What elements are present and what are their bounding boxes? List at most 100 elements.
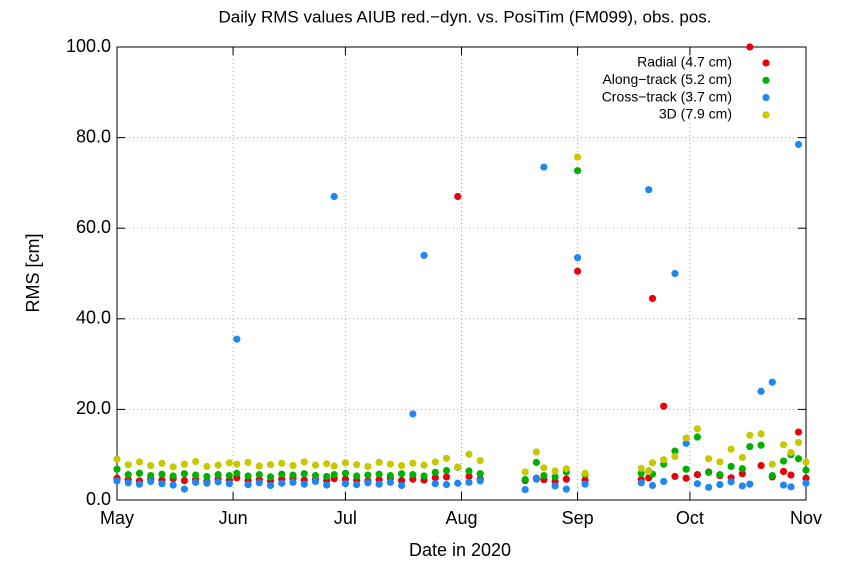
point (562, 465, 570, 473)
legend-marker (762, 59, 770, 67)
chart-title: Daily RMS values AIUB red.−dyn. vs. Posi… (218, 7, 711, 26)
point (671, 447, 679, 455)
point (757, 430, 765, 438)
point (746, 43, 754, 51)
point (203, 462, 211, 471)
point (169, 472, 177, 480)
point (757, 461, 765, 470)
point (660, 456, 668, 464)
point (180, 476, 189, 485)
point (375, 470, 383, 478)
point (727, 478, 735, 486)
point (233, 335, 241, 343)
point (802, 466, 810, 474)
point (397, 461, 406, 470)
point (454, 479, 462, 487)
x-tick-label: Oct (676, 508, 704, 528)
y-tick-label: 60.0 (76, 217, 111, 237)
point (386, 460, 394, 468)
point (169, 463, 177, 471)
point (671, 472, 679, 481)
point (716, 471, 724, 479)
point (738, 453, 746, 462)
x-tick-label: Nov (790, 508, 822, 528)
point (225, 480, 233, 488)
point (214, 478, 222, 486)
point (180, 460, 189, 468)
point (386, 471, 394, 480)
point (794, 428, 803, 436)
point (113, 455, 121, 463)
point (573, 254, 582, 262)
point (158, 459, 166, 467)
point (787, 471, 795, 479)
point (442, 454, 451, 462)
point (375, 458, 383, 467)
point (158, 470, 166, 478)
point (794, 140, 803, 148)
point (465, 467, 473, 475)
point (289, 478, 297, 486)
y-tick-label: 100.0 (66, 36, 111, 56)
point (225, 459, 233, 467)
point (442, 480, 451, 489)
point (255, 479, 263, 487)
point (660, 477, 668, 486)
point (779, 467, 788, 476)
x-tick-label: Aug (445, 508, 477, 528)
point (476, 477, 484, 485)
point (671, 269, 679, 278)
point (386, 478, 394, 486)
point (716, 458, 724, 466)
point (364, 479, 372, 487)
point (648, 459, 657, 467)
point (693, 425, 702, 433)
point (323, 460, 331, 468)
y-tick-label: 20.0 (76, 398, 111, 418)
point (521, 468, 529, 476)
point (779, 481, 788, 489)
x-tick-label: Jun (219, 508, 248, 528)
point (192, 471, 200, 479)
point (573, 153, 582, 161)
point (562, 485, 570, 493)
point (124, 461, 132, 469)
point (311, 461, 320, 469)
point (203, 472, 211, 481)
point (521, 476, 529, 484)
point (637, 469, 645, 477)
point (768, 460, 776, 468)
point (353, 461, 361, 469)
point (124, 471, 132, 479)
point (562, 475, 570, 483)
point (147, 477, 155, 486)
point (802, 479, 810, 487)
point (746, 431, 754, 439)
point (431, 468, 439, 476)
point (645, 467, 653, 476)
legend-marker (762, 94, 770, 102)
point (648, 294, 657, 303)
point (341, 469, 350, 477)
point (637, 479, 645, 487)
point (341, 459, 350, 467)
y-tick-label: 0.0 (86, 489, 111, 509)
point (135, 480, 144, 488)
point (551, 467, 559, 475)
point (746, 480, 754, 488)
point (705, 455, 713, 463)
point (660, 402, 668, 410)
point (397, 470, 406, 478)
point (802, 458, 810, 466)
point (521, 485, 529, 494)
x-tick-label: Sep (562, 508, 594, 528)
point (409, 471, 417, 479)
point (124, 479, 132, 487)
x-axis-label: Date in 2020 (409, 540, 511, 560)
point (532, 458, 540, 467)
point (409, 410, 417, 418)
point (476, 456, 484, 465)
point (169, 481, 177, 489)
point (671, 452, 679, 461)
point (442, 473, 451, 481)
